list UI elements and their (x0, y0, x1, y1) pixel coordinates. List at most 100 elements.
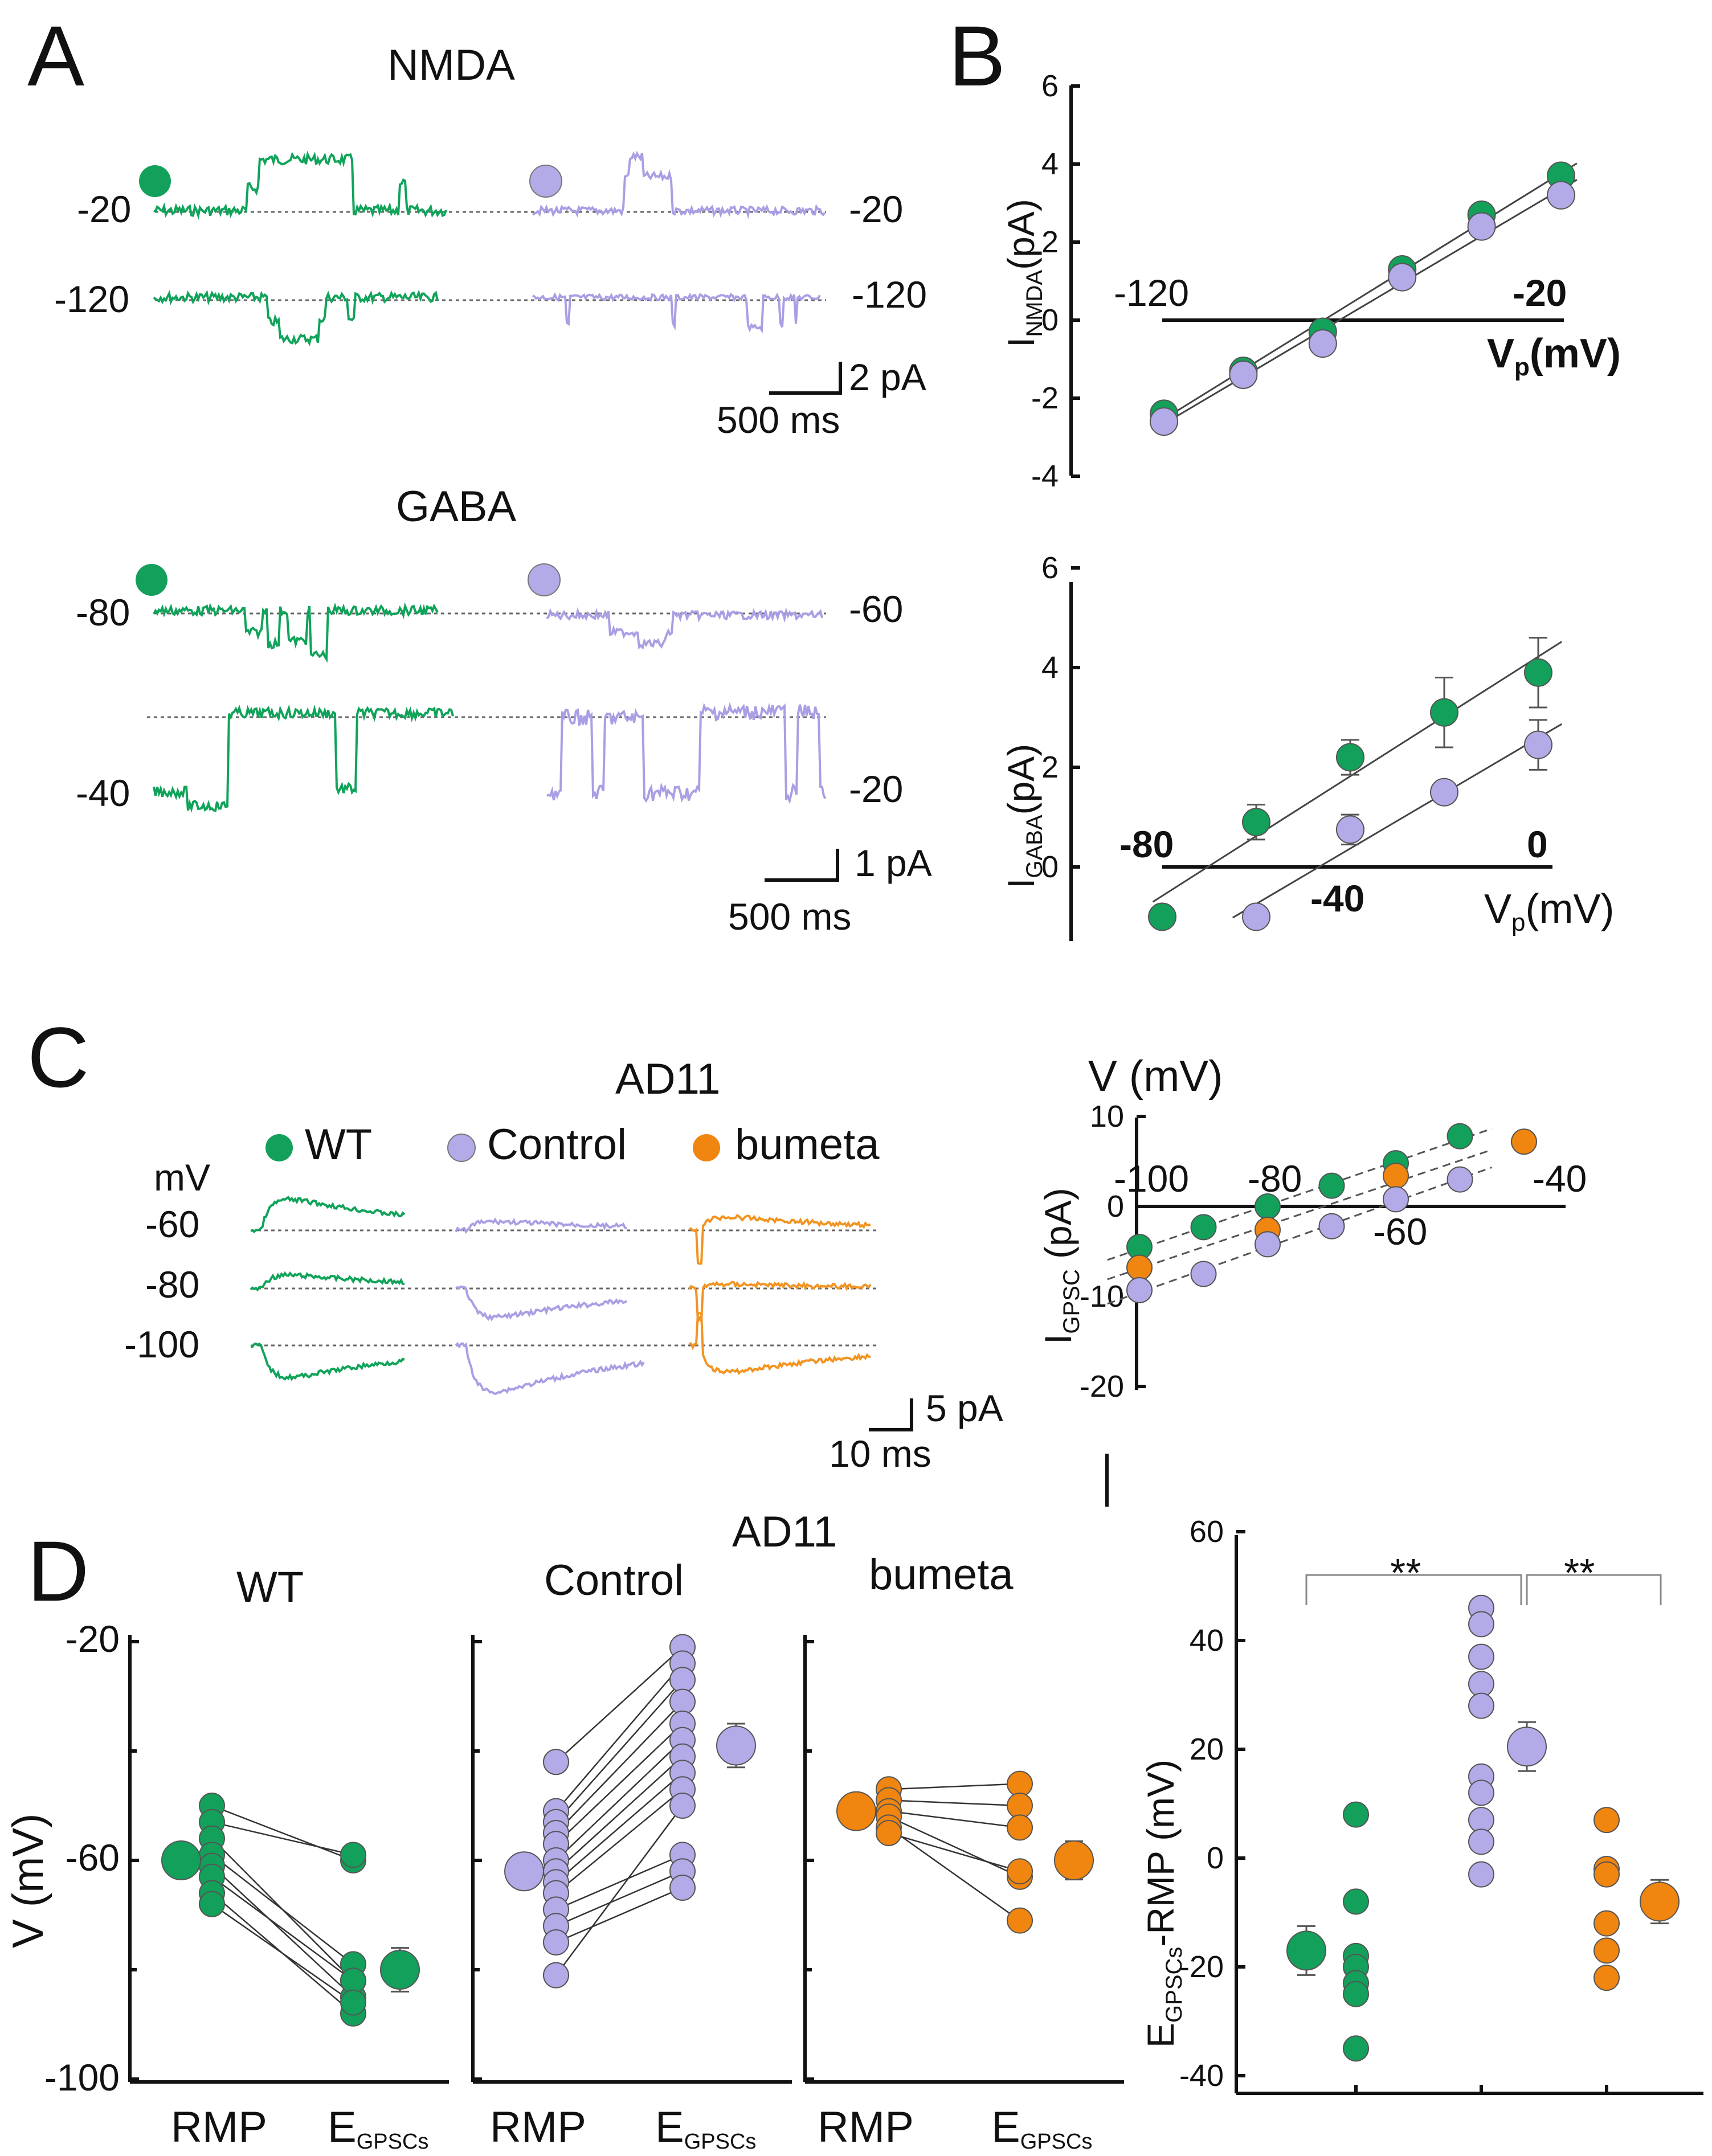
gaba-ctl-trace-1 (546, 607, 823, 650)
gaba-y-sub: GABA (1022, 815, 1047, 878)
gpsc-wt-60 (250, 1196, 406, 1234)
panel-c-letter: C (27, 1009, 89, 1105)
gpsc-point (1383, 1186, 1409, 1213)
pair-line (555, 1887, 683, 1944)
gpsc-wt-80 (250, 1271, 405, 1292)
egpsc-mean (380, 1950, 420, 1990)
gpsc-point (1447, 1123, 1473, 1149)
gaba-point (1148, 902, 1176, 931)
panel-d-title-control: Control (544, 1556, 684, 1605)
gpsc-y-sub: GPSC (1059, 1269, 1084, 1333)
summary-point (1468, 1828, 1494, 1855)
panel-a-letter: A (27, 8, 84, 104)
gpsc-ctl-80 (455, 1285, 628, 1322)
y-tick-label: -20 (1080, 1369, 1124, 1404)
pair-line (888, 1783, 1020, 1790)
pair-line (555, 1871, 683, 1927)
summary-mean (1286, 1930, 1326, 1971)
panel-d-subplots: RMP EGPSCs RMP EGPSCs RMP EGPSCs (128, 1634, 1124, 2154)
nmda-y-sub: NMDA (1022, 270, 1047, 337)
pair-line (555, 1679, 683, 1823)
summary-y-tail: -RMP (mV) (1139, 1760, 1182, 1947)
rmp-point (543, 1929, 569, 1955)
rmp-mean (504, 1851, 544, 1892)
egpsc-mean (716, 1725, 756, 1766)
gaba-iv-plot (1148, 637, 1563, 931)
y-tick-label: 10 (1090, 1099, 1124, 1134)
panel-b-letter: B (949, 8, 1006, 104)
gaba-fit-wt (1152, 641, 1563, 903)
gpsc-bum-80 (688, 1280, 872, 1326)
scale-bar-2-x: 500 ms (728, 895, 851, 938)
y-tick-label: 6 (1041, 551, 1059, 585)
gpsc-point (1190, 1214, 1217, 1241)
nmda-x-tail: (mV) (1530, 331, 1621, 377)
pair-line (211, 1805, 354, 1862)
gaba-wt-trace-1 (153, 602, 439, 663)
gpsc-ctl-60 (455, 1217, 627, 1234)
rmp-point (543, 1962, 569, 1989)
nmda-point (1467, 212, 1496, 241)
gpsc-iv-y-title: IGPSC (pA) (1037, 1188, 1084, 1344)
gpsc-level-60: -60 (145, 1203, 199, 1245)
gpsc-point (1255, 1231, 1281, 1258)
summary-point (1593, 1910, 1620, 1937)
gpsc-iv-plot (1107, 1123, 1537, 1305)
gaba-y-i: I (1000, 878, 1042, 889)
gaba-point (1242, 808, 1270, 837)
summary-y-title: EGPSCs-RMP (mV) (1139, 1760, 1187, 2048)
summary-point (1593, 1937, 1620, 1964)
pair-line (211, 1821, 354, 1856)
rmp-mean (161, 1840, 201, 1880)
wt-marker-nmda (139, 165, 171, 197)
y-tick-label: 20 (1190, 1732, 1224, 1766)
gaba-ctl-trace-2 (546, 702, 827, 805)
gpsc-point (1318, 1172, 1345, 1199)
gpsc-fit-2 (1107, 1166, 1493, 1305)
nmda-point (1547, 181, 1575, 210)
panel-d-ytick-60: -60 (66, 1836, 120, 1879)
summary-y-ticks: 60 40 20 0 -20 -40 (1179, 1515, 1245, 2093)
nmda-x-v: V (1487, 331, 1514, 377)
pair-line (888, 1827, 1020, 1921)
nmda-ctl-voltage-1: -20 (849, 188, 903, 230)
egpsc-point (669, 1875, 696, 1901)
y-tick-label: 2 (1041, 750, 1059, 784)
nmda-iv-plot (1150, 161, 1578, 436)
y-tick-label: 6 (1041, 69, 1059, 103)
pair-line (888, 1816, 1020, 1877)
nmda-wt-voltage-1: -20 (77, 188, 131, 230)
pair-line (555, 1701, 683, 1834)
gaba-x-tail: (mV) (1526, 886, 1615, 932)
gpsc-iv-x-label-100: -100 (1114, 1157, 1189, 1200)
summary-mean (1640, 1881, 1680, 1922)
gaba-point (1430, 698, 1458, 727)
pair-line (888, 1810, 1020, 1828)
pair-line (555, 1663, 683, 1812)
panel-d-title-bumeta: bumeta (869, 1550, 1014, 1599)
egpsc-point (1007, 1907, 1033, 1934)
pair-line (555, 1723, 683, 1845)
scale-bar-2 (765, 849, 839, 882)
rmp-mean (836, 1791, 876, 1831)
summary-y-e: E (1139, 2023, 1182, 2048)
summary-point (1343, 1888, 1369, 1915)
nmda-iv-y-ticks: 6 4 2 0 -2 -4 (1031, 69, 1080, 493)
gaba-y-tail: (pA) (1000, 744, 1042, 815)
gaba-iv-y-ticks: 6 4 2 0 (1041, 551, 1080, 884)
egpsc-point (1007, 1814, 1033, 1841)
gaba-title: GABA (396, 482, 516, 531)
gaba-wt-trace-2 (153, 704, 454, 813)
gpsc-point (1447, 1166, 1473, 1193)
gpsc-iv-title: V (mV) (1088, 1052, 1223, 1100)
pair-line (555, 1772, 683, 1883)
gpsc-point (1383, 1163, 1409, 1189)
nmda-point (1308, 329, 1337, 358)
summary-y-sub: GPSCs (1162, 1947, 1187, 2023)
panel-c-title: AD11 (615, 1055, 720, 1103)
legend-bumeta-label: bumeta (735, 1120, 880, 1169)
legend-wt-marker (265, 1134, 293, 1161)
pair-line (555, 1789, 683, 1894)
gpsc-iv-x-label-40: -40 (1533, 1157, 1587, 1200)
